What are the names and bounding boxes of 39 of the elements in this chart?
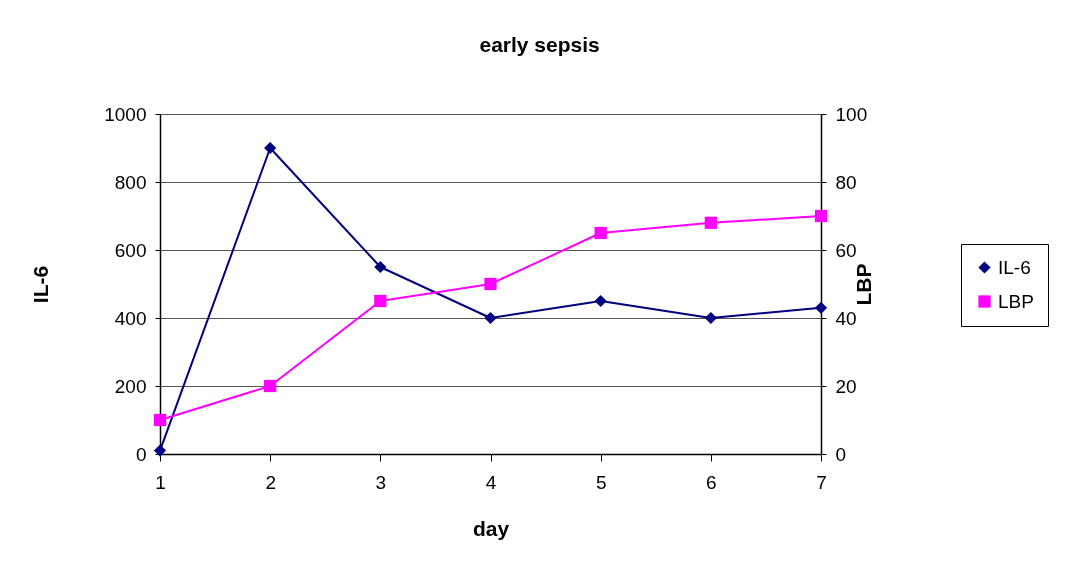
y-axis-title: IL-6 — [29, 265, 53, 304]
point — [374, 294, 387, 308]
point — [594, 226, 607, 240]
y2-tick-label: 20 — [835, 375, 857, 397]
x-tick-label: 4 — [485, 471, 497, 493]
y-tick-label: 600 — [114, 239, 147, 261]
x-tick-label: 6 — [706, 471, 717, 493]
y-tick-label: 400 — [114, 307, 147, 329]
x-tick-label: 7 — [816, 471, 827, 493]
point — [594, 294, 607, 308]
y2-tick-label: 100 — [835, 103, 868, 125]
point — [153, 413, 167, 427]
point — [374, 260, 387, 274]
point — [704, 216, 717, 229]
y2-tick-label: 0 — [835, 443, 847, 465]
x-axis-title: day — [472, 516, 510, 540]
y2-tick-label: 80 — [835, 171, 857, 193]
point — [814, 209, 828, 223]
y-tick-label: 200 — [114, 375, 147, 397]
point — [153, 444, 167, 457]
point — [814, 301, 828, 314]
y-tick-label: 0 — [135, 443, 147, 465]
x-tick-label: 3 — [375, 471, 387, 493]
point — [264, 141, 277, 155]
chart-title: early sepsis — [479, 33, 600, 56]
point — [264, 379, 277, 393]
y-tick-label: 1000 — [104, 103, 147, 125]
x-tick-label: 5 — [595, 471, 607, 493]
y-tick-label: 800 — [114, 171, 147, 193]
point — [704, 311, 717, 325]
legend-label: IL-6 — [998, 256, 1031, 278]
x-tick-label: 2 — [265, 471, 276, 493]
y2-tick-label: 60 — [835, 239, 857, 261]
x-tick-label: 1 — [155, 471, 166, 493]
legend-label: LBP — [998, 290, 1034, 312]
point — [484, 311, 497, 325]
point — [484, 277, 497, 291]
y2-axis-title: LBP — [852, 263, 876, 306]
y2-tick-label: 40 — [835, 307, 857, 329]
